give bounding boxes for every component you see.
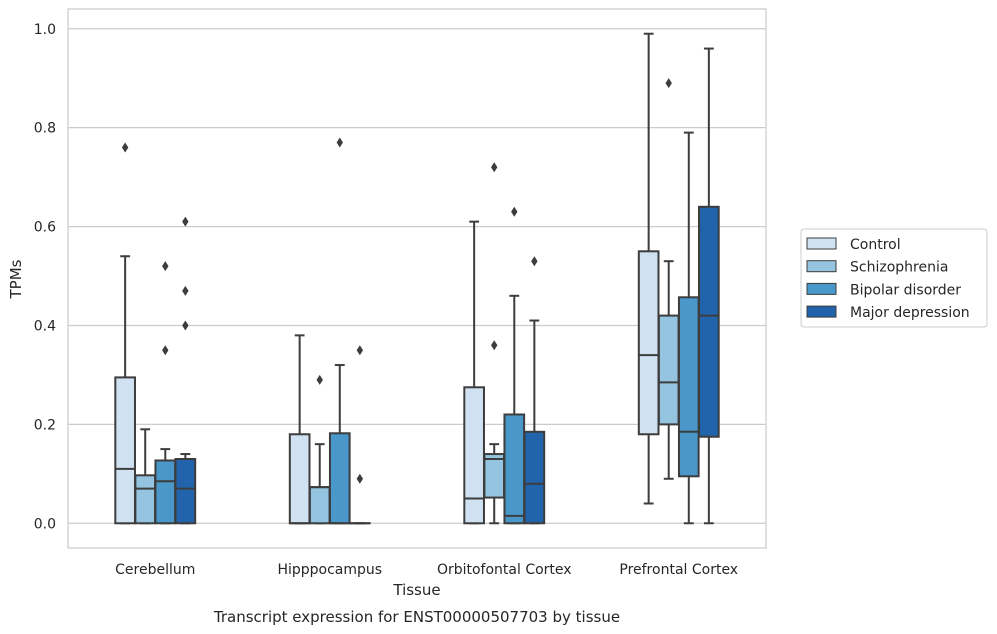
outlier-point — [162, 345, 169, 356]
x-axis-label: Tissue — [392, 581, 440, 599]
y-tick-label: 0.2 — [34, 417, 56, 433]
box-body — [523, 430, 546, 525]
outlier-point — [665, 78, 672, 89]
y-tick-label: 0.8 — [34, 121, 56, 137]
outlier-point — [121, 142, 129, 153]
box-body — [154, 459, 177, 525]
box — [134, 428, 157, 525]
box-body — [677, 296, 700, 478]
box-body — [288, 433, 311, 525]
outlier-point — [162, 261, 169, 272]
outlier-point — [182, 285, 189, 296]
outlier-point — [182, 216, 189, 227]
legend: Control Schizophrenia Bipolar disorder Majo… — [800, 228, 988, 328]
box-body — [637, 250, 660, 436]
box-body — [174, 457, 197, 525]
outlier-point — [531, 256, 538, 267]
legend-swatch — [806, 237, 837, 250]
x-tick-label: Cerebellum — [115, 562, 195, 578]
box — [288, 334, 311, 525]
y-tick-label: 0.6 — [34, 220, 56, 236]
box — [114, 142, 136, 525]
box — [698, 47, 720, 525]
plot-frame — [67, 8, 767, 549]
outlier-point — [356, 345, 364, 356]
x-tick-label: Prefrontal Cortex — [619, 562, 738, 578]
legend-frame — [800, 228, 988, 328]
legend-swatch — [806, 305, 837, 318]
box — [483, 162, 506, 525]
outlier-point — [491, 340, 498, 351]
legend-swatch — [806, 282, 837, 295]
box-body — [503, 413, 526, 525]
box — [308, 374, 331, 525]
box — [174, 216, 197, 525]
x-tick-label: Orbitofontal Cortex — [437, 562, 572, 578]
legend-label: Bipolar disorder — [850, 282, 961, 298]
box-body — [308, 486, 331, 525]
box-body — [134, 474, 157, 525]
box — [154, 261, 177, 525]
legend-label: Major depression — [850, 305, 970, 321]
y-axis-label: TPMs — [7, 259, 25, 299]
legend-swatch — [806, 260, 837, 273]
box-body — [483, 453, 506, 499]
x-tick-label: Hipppocampus — [277, 562, 382, 578]
y-tick-label: 0.4 — [34, 318, 56, 334]
box-body — [657, 314, 680, 426]
x-tick-labels: Cerebellum Hipppocampus Orbitofontal Corte… — [115, 562, 738, 578]
outlier-point — [336, 137, 343, 148]
legend-label: Schizophrenia — [850, 260, 948, 276]
outlier-point — [316, 374, 323, 385]
legend-label: Control — [850, 237, 901, 253]
box-body — [463, 386, 485, 525]
outlier-point — [356, 473, 364, 484]
box — [523, 256, 546, 525]
box-body — [114, 376, 136, 525]
outlier-point — [182, 320, 189, 331]
box — [349, 345, 371, 525]
boxes — [114, 32, 720, 525]
y-tick-labels: 0.0 0.2 0.4 0.6 0.8 1.0 — [34, 22, 56, 532]
box-body — [328, 432, 351, 525]
outlier-point — [511, 206, 518, 217]
box-body — [698, 205, 720, 438]
outlier-point — [491, 162, 498, 173]
y-tick-label: 1.0 — [34, 22, 56, 38]
chart-caption: Transcript expression for ENST0000050770… — [213, 608, 620, 626]
y-tick-label: 0.0 — [34, 516, 56, 532]
box — [328, 137, 351, 525]
box — [463, 220, 485, 525]
